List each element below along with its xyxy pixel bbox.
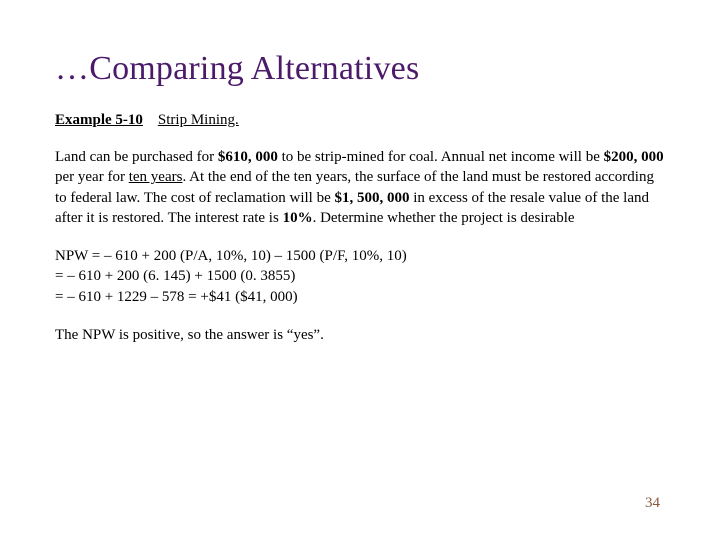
slide-title: …Comparing Alternatives	[55, 50, 665, 88]
underline-text: ten years	[129, 169, 183, 185]
calc-line: = – 610 + 200 (6. 145) + 1500 (0. 3855)	[55, 266, 665, 286]
example-label: Example 5-10	[55, 112, 143, 128]
bold-text: $1, 500, 000	[334, 190, 409, 206]
example-title: Strip Mining.	[158, 112, 239, 128]
text-run: . Determine whether the project is desir…	[313, 210, 575, 226]
example-heading: Example 5-10 Strip Mining.	[55, 112, 665, 129]
text-run: Land can be purchased for	[55, 149, 218, 165]
text-run: to be strip-mined for coal. Annual net i…	[278, 149, 604, 165]
slide: …Comparing Alternatives Example 5-10 Str…	[0, 0, 720, 540]
calculation-block: NPW = – 610 + 200 (P/A, 10%, 10) – 1500 …	[55, 246, 665, 307]
bold-text: $610, 000	[218, 149, 278, 165]
spacer	[147, 112, 155, 128]
conclusion-paragraph: The NPW is positive, so the answer is “y…	[55, 325, 665, 345]
calc-line: NPW = – 610 + 200 (P/A, 10%, 10) – 1500 …	[55, 246, 665, 266]
calc-line: = – 610 + 1229 – 578 = +$41 ($41, 000)	[55, 287, 665, 307]
bold-text: $200, 000	[604, 149, 664, 165]
problem-paragraph: Land can be purchased for $610, 000 to b…	[55, 147, 665, 228]
bold-text: 10%	[283, 210, 313, 226]
text-run: per year for	[55, 169, 129, 185]
page-number: 34	[645, 495, 660, 512]
